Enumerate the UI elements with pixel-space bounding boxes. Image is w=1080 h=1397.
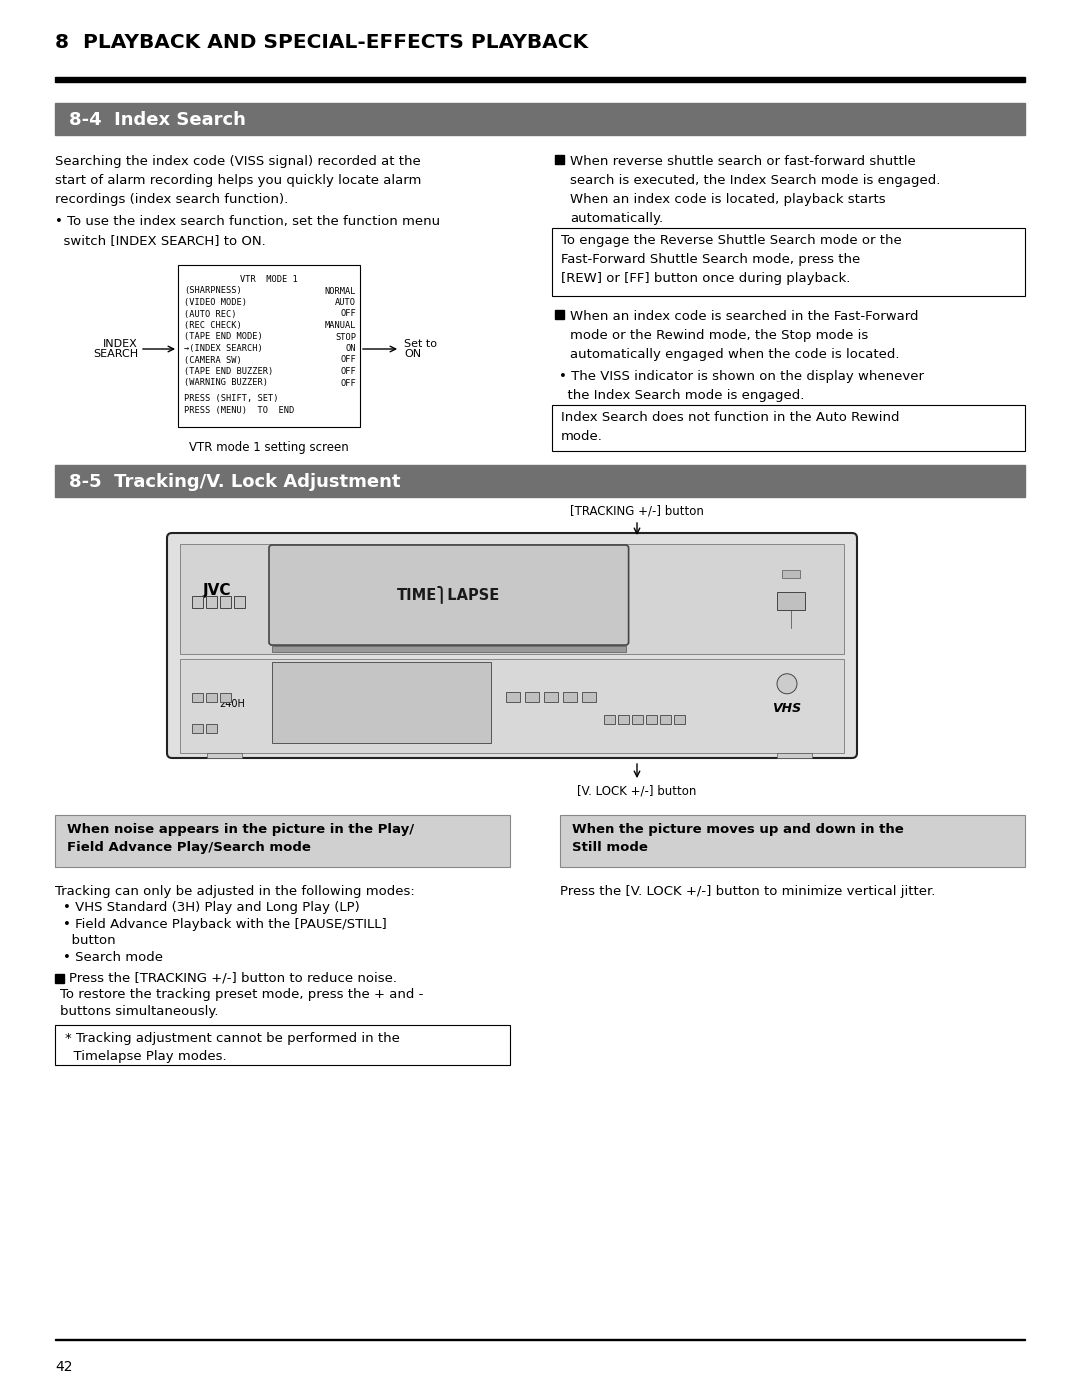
Text: [V. LOCK +/-] button: [V. LOCK +/-] button — [578, 785, 697, 798]
Bar — [632, 715, 643, 725]
Bar — [582, 692, 596, 701]
Bar — [618, 715, 629, 725]
Bar — [544, 692, 558, 701]
Bar — [777, 753, 812, 759]
Text: NORMAL: NORMAL — [324, 286, 356, 296]
Bar — [564, 692, 577, 701]
Text: STOP: STOP — [335, 332, 356, 341]
Bar — [220, 597, 231, 608]
Bar — [782, 570, 800, 578]
Text: 42: 42 — [55, 1361, 72, 1375]
Text: To restore the tracking preset mode, press the + and -: To restore the tracking preset mode, pre… — [60, 988, 423, 1002]
Bar — [192, 597, 203, 608]
Text: 8-5  Tracking/V. Lock Adjustment: 8-5 Tracking/V. Lock Adjustment — [69, 474, 401, 490]
Text: • Field Advance Playback with the [PAUSE/STILL]: • Field Advance Playback with the [PAUSE… — [63, 918, 387, 930]
Bar — [206, 724, 217, 733]
Text: [TRACKING +/-] button: [TRACKING +/-] button — [570, 504, 704, 518]
Bar — [55, 1025, 510, 1065]
Text: When noise appears in the picture in the Play/
Field Advance Play/Search mode: When noise appears in the picture in the… — [67, 823, 414, 854]
Bar — [192, 724, 203, 733]
Text: AUTO: AUTO — [335, 298, 356, 307]
Text: MANUAL: MANUAL — [324, 321, 356, 330]
Text: Searching the index code (VISS signal) recorded at the
start of alarm recording : Searching the index code (VISS signal) r… — [55, 155, 421, 205]
Bar — [220, 693, 231, 701]
Bar — [55, 974, 64, 982]
Text: OFF: OFF — [340, 379, 356, 387]
Text: Set to: Set to — [404, 339, 437, 349]
Text: Press the [V. LOCK +/-] button to minimize vertical jitter.: Press the [V. LOCK +/-] button to minimi… — [561, 886, 935, 898]
Bar — [507, 692, 521, 701]
Bar — [55, 103, 1025, 136]
Text: 240H: 240H — [219, 698, 245, 708]
Text: Index Search does not function in the Auto Rewind
mode.: Index Search does not function in the Au… — [561, 411, 900, 443]
Bar — [674, 715, 685, 725]
Text: ON: ON — [404, 349, 421, 359]
Text: TIME⎫LAPSE: TIME⎫LAPSE — [397, 587, 500, 604]
Bar — [561, 814, 1025, 868]
Bar — [55, 465, 1025, 497]
Bar — [552, 228, 1025, 296]
Text: • To use the index search function, set the function menu
  switch [INDEX SEARCH: • To use the index search function, set … — [55, 215, 441, 247]
Text: VHS: VHS — [772, 703, 801, 715]
Text: VTR  MODE 1: VTR MODE 1 — [240, 275, 298, 284]
Text: • Search mode: • Search mode — [63, 951, 163, 964]
Circle shape — [777, 673, 797, 694]
Text: SEARCH: SEARCH — [93, 349, 138, 359]
Bar — [55, 77, 1025, 82]
Text: OFF: OFF — [340, 310, 356, 319]
Text: PRESS (SHIFT, SET): PRESS (SHIFT, SET) — [184, 394, 279, 402]
Text: JVC: JVC — [203, 583, 231, 598]
Bar — [207, 753, 242, 759]
Text: Press the [TRACKING +/-] button to reduce noise.: Press the [TRACKING +/-] button to reduc… — [69, 971, 397, 985]
Text: VTR mode 1 setting screen: VTR mode 1 setting screen — [189, 441, 349, 454]
Bar — [180, 659, 843, 753]
Text: button: button — [63, 935, 116, 947]
Text: buttons simultaneously.: buttons simultaneously. — [60, 1004, 218, 1017]
Text: • The VISS indicator is shown on the display whenever
  the Index Search mode is: • The VISS indicator is shown on the dis… — [559, 370, 924, 402]
Text: OFF: OFF — [340, 367, 356, 376]
Bar — [555, 310, 564, 319]
Text: When reverse shuttle search or fast-forward shuttle
search is executed, the Inde: When reverse shuttle search or fast-forw… — [570, 155, 941, 225]
Bar — [552, 405, 1025, 451]
Text: (SHARPNESS): (SHARPNESS) — [184, 286, 242, 296]
Text: (VIDEO MODE): (VIDEO MODE) — [184, 298, 247, 307]
Bar — [206, 597, 217, 608]
Text: INDEX: INDEX — [104, 339, 138, 349]
Bar — [55, 814, 510, 868]
Bar — [206, 693, 217, 701]
Bar — [234, 597, 245, 608]
Text: When an index code is searched in the Fast-Forward
mode or the Rewind mode, the : When an index code is searched in the Fa… — [570, 310, 918, 360]
Text: (WARNING BUZZER): (WARNING BUZZER) — [184, 379, 268, 387]
Text: OFF: OFF — [340, 355, 356, 365]
Bar — [660, 715, 671, 725]
Bar — [604, 715, 615, 725]
Text: (AUTO REC): (AUTO REC) — [184, 310, 237, 319]
Bar — [272, 662, 491, 743]
Bar — [178, 265, 360, 427]
Text: When the picture moves up and down in the
Still mode: When the picture moves up and down in th… — [572, 823, 904, 854]
Bar — [180, 543, 843, 654]
Bar — [777, 592, 805, 610]
Text: (CAMERA SW): (CAMERA SW) — [184, 355, 242, 365]
Text: • VHS Standard (3H) Play and Long Play (LP): • VHS Standard (3H) Play and Long Play (… — [63, 901, 360, 915]
Text: To engage the Reverse Shuttle Search mode or the
Fast-Forward Shuttle Search mod: To engage the Reverse Shuttle Search mod… — [561, 235, 902, 285]
FancyBboxPatch shape — [167, 534, 858, 759]
Text: (TAPE END BUZZER): (TAPE END BUZZER) — [184, 367, 273, 376]
Text: Tracking can only be adjusted in the following modes:: Tracking can only be adjusted in the fol… — [55, 886, 415, 898]
Text: 8-4  Index Search: 8-4 Index Search — [69, 110, 246, 129]
Text: (TAPE END MODE): (TAPE END MODE) — [184, 332, 262, 341]
Text: ON: ON — [346, 344, 356, 353]
Bar — [192, 693, 203, 701]
Bar — [555, 155, 564, 163]
Text: (REC CHECK): (REC CHECK) — [184, 321, 242, 330]
Bar — [525, 692, 539, 701]
Bar — [646, 715, 657, 725]
Text: →(INDEX SEARCH): →(INDEX SEARCH) — [184, 344, 262, 353]
Text: 8  PLAYBACK AND SPECIAL-EFFECTS PLAYBACK: 8 PLAYBACK AND SPECIAL-EFFECTS PLAYBACK — [55, 34, 589, 52]
FancyBboxPatch shape — [269, 545, 629, 645]
Text: * Tracking adjustment cannot be performed in the
  Timelapse Play modes.: * Tracking adjustment cannot be performe… — [65, 1032, 400, 1063]
Text: PRESS (MENU)  TO  END: PRESS (MENU) TO END — [184, 405, 294, 415]
Bar — [272, 645, 625, 652]
